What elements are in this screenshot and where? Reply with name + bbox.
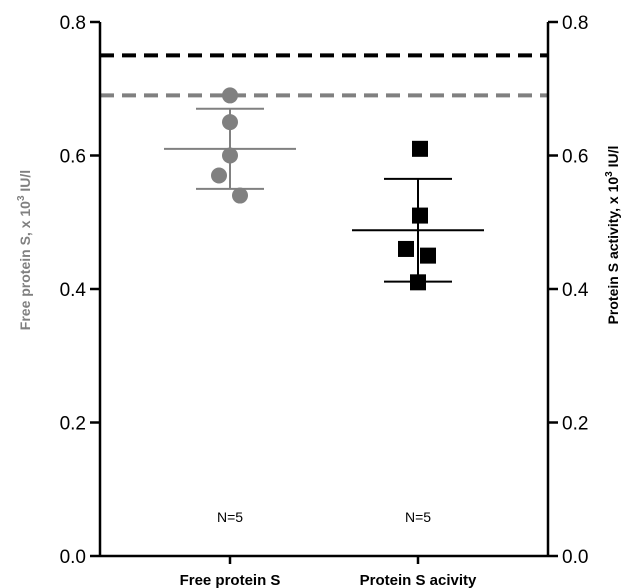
category-label-1: Protein S acivity: [360, 572, 477, 588]
left-tick-label-1: 0.2: [60, 414, 86, 435]
right-tick-label-2: 0.4: [562, 280, 589, 301]
n-label-1: N=5: [405, 509, 431, 525]
category-label-0: Free protein S: [180, 572, 281, 588]
left-axis-title: Free protein S, x 103 IU/l: [16, 170, 33, 330]
right-tick-label-0: 0.0: [562, 547, 588, 568]
data-point-1-2: [398, 240, 414, 257]
data-point-1-3: [420, 247, 436, 264]
n-label-0: N=5: [217, 509, 243, 525]
data-point-0-2: [222, 147, 238, 164]
left-tick-label-2: 0.4: [60, 280, 87, 301]
left-tick-label-4: 0.8: [60, 13, 86, 34]
data-point-1-1: [412, 207, 428, 224]
right-tick-label-1: 0.2: [562, 414, 588, 435]
data-point-0-0: [222, 87, 238, 104]
data-point-0-4: [232, 187, 248, 204]
right-tick-label-3: 0.6: [562, 147, 588, 168]
right-axis-title: Protein S activity, x 103 IU/l: [604, 146, 621, 325]
data-point-0-3: [211, 167, 227, 184]
left-tick-label-0: 0.0: [60, 547, 86, 568]
data-point-0-1: [222, 114, 238, 131]
left-tick-label-3: 0.6: [60, 147, 86, 168]
data-point-1-0: [412, 140, 428, 157]
data-point-1-4: [410, 274, 426, 291]
right-tick-label-4: 0.8: [562, 13, 588, 34]
